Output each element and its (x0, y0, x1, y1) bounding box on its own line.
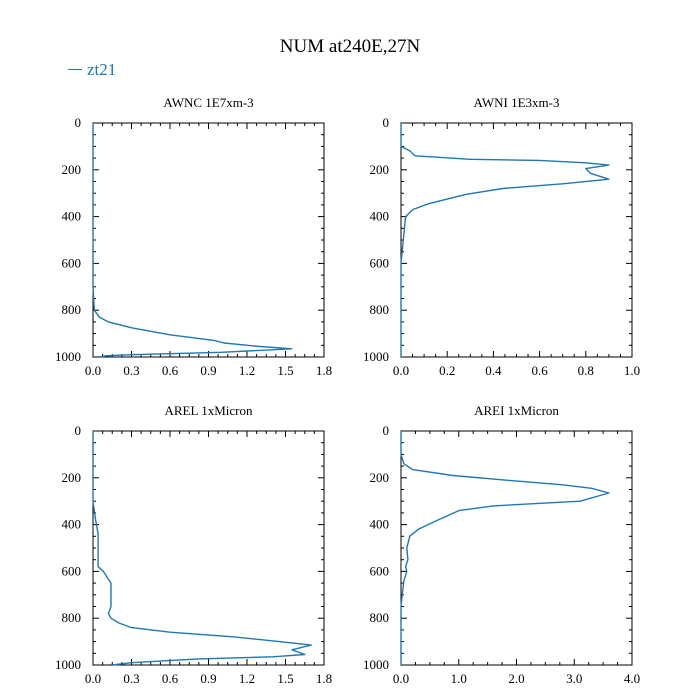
panel-2-ytick-label: 400 (370, 209, 390, 224)
panel-3-frame (92, 430, 325, 666)
panel-1-xtick-label: 1.5 (277, 363, 293, 378)
panel-4-xtick-label: 4.0 (624, 671, 640, 686)
panel-1-series-line (92, 123, 293, 358)
panel-2-xtick-label: 0.2 (439, 363, 455, 378)
panel-4-frame (400, 430, 633, 666)
panel-2-title: AWNI 1E3xm-3 (474, 95, 560, 110)
panel-2-ytick-label: 200 (370, 162, 390, 177)
panel-4-title: AREI 1xMicron (474, 403, 559, 418)
panel-3-xtick-label: 0.3 (123, 671, 139, 686)
panel-2-xtick-label: 0.0 (393, 363, 409, 378)
panel-1-ytick-label: 0 (75, 115, 82, 130)
legend-line-swatch (68, 68, 82, 70)
panel-2-xtick-label: 1.0 (624, 363, 640, 378)
figure-title: NUM at240E,27N (279, 36, 421, 57)
panel-1-ytick-label: 600 (62, 255, 82, 270)
panel-3-ytick-label: 600 (62, 563, 82, 578)
panel-4-ytick-label: 800 (370, 610, 390, 625)
panel-4-xtick-label: 3.0 (566, 671, 582, 686)
panel-4-xtick-label: 1.0 (451, 671, 467, 686)
panel-2-xtick-label: 0.4 (485, 363, 502, 378)
panel-3-xtick-label: 1.2 (239, 671, 255, 686)
panel-3-series-line (92, 431, 312, 666)
panel-1-frame (92, 122, 325, 358)
panel-2-ytick-label: 1000 (363, 349, 389, 364)
panel-2-xtick-label: 0.6 (531, 363, 548, 378)
panel-1-xtick-label: 1.8 (316, 363, 332, 378)
panel-4-series-line (400, 431, 610, 665)
panel-1-xtick-label: 0.0 (85, 363, 101, 378)
panel-3-ytick-label: 800 (62, 610, 82, 625)
panel-3-xtick-label: 0.0 (85, 671, 101, 686)
legend-label: zt21 (87, 60, 117, 79)
panel-4-ytick-label: 0 (383, 423, 390, 438)
panel-2-series-line (400, 123, 610, 357)
panel-1-xtick-label: 0.9 (200, 363, 216, 378)
panel-1-ytick-label: 400 (62, 209, 82, 224)
panel-3-ytick-label: 1000 (55, 657, 81, 672)
panel-2-ytick-label: 600 (370, 255, 390, 270)
panel-1-xtick-label: 0.3 (123, 363, 139, 378)
panel-1-title: AWNC 1E7xm-3 (163, 95, 253, 110)
panel-2-frame (400, 122, 633, 358)
panel-1-ytick-label: 200 (62, 162, 82, 177)
legend: zt21 (68, 60, 116, 80)
panel-4-ytick-label: 1000 (363, 657, 389, 672)
panel-4-ytick-label: 600 (370, 563, 390, 578)
panel-3-xtick-label: 0.9 (200, 671, 216, 686)
panel-3-xtick-label: 0.6 (162, 671, 179, 686)
panel-3-xtick-label: 1.8 (316, 671, 332, 686)
panel-4-ytick-label: 400 (370, 517, 390, 532)
panel-1-xtick-label: 0.6 (162, 363, 179, 378)
panel-3-ytick-label: 0 (75, 423, 82, 438)
panel-4-xtick-label: 2.0 (508, 671, 524, 686)
panel-2-xtick-label: 0.8 (578, 363, 594, 378)
panel-3-ytick-label: 200 (62, 470, 82, 485)
panel-4-ytick-label: 200 (370, 470, 390, 485)
panel-2-ytick-label: 800 (370, 302, 390, 317)
panel-1-ytick-label: 1000 (55, 349, 81, 364)
panel-3-title: AREL 1xMicron (165, 403, 253, 418)
panel-2-ytick-label: 0 (383, 115, 390, 130)
panel-1-ytick-label: 800 (62, 302, 82, 317)
panel-4-xtick-label: 0.0 (393, 671, 409, 686)
panel-1-xtick-label: 1.2 (239, 363, 255, 378)
panel-3-ytick-label: 400 (62, 517, 82, 532)
panel-3-xtick-label: 1.5 (277, 671, 293, 686)
